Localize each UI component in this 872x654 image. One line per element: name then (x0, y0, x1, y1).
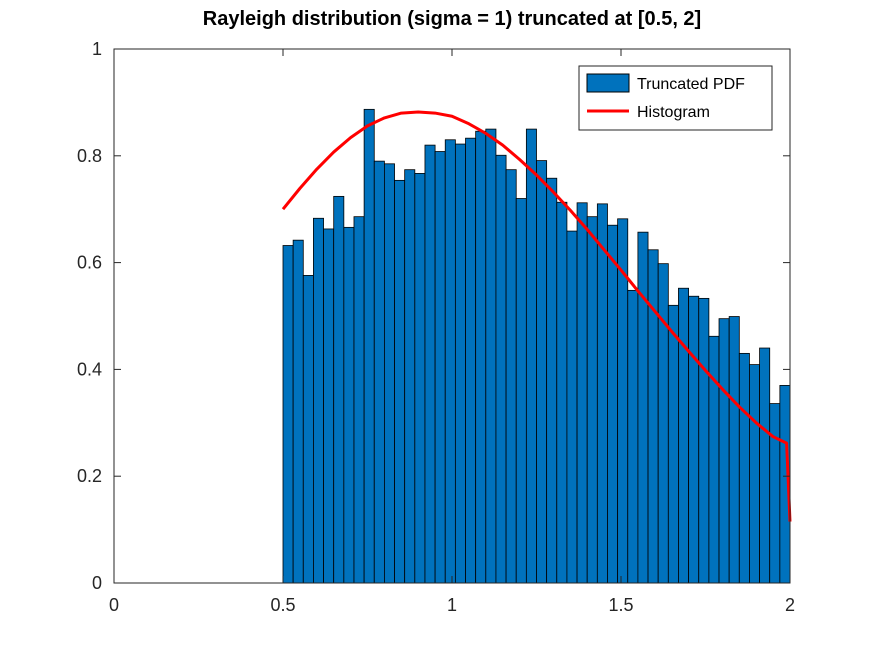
legend-label-histogram: Histogram (637, 104, 710, 121)
histogram-bar (718, 318, 730, 584)
histogram-bar (738, 352, 750, 584)
histogram-bar (282, 245, 294, 584)
histogram-bar (647, 249, 659, 584)
x-tick-label: 2 (785, 595, 795, 615)
y-axis: 0 0.2 0.4 0.6 0.8 1 (77, 39, 790, 593)
histogram-bar (708, 335, 720, 584)
histogram-bar (769, 403, 781, 584)
legend-swatch-histogram (586, 73, 630, 93)
histogram-bar (454, 143, 466, 584)
x-tick-label: 1.5 (608, 595, 633, 615)
legend-label-truncated-pdf: Truncated PDF (637, 76, 745, 93)
histogram-bar (637, 231, 649, 584)
x-tick-label: 0.5 (270, 595, 295, 615)
histogram-bar (566, 230, 578, 584)
x-tick-label: 0 (109, 595, 119, 615)
histogram-bar (444, 139, 456, 584)
x-tick-label: 1 (447, 595, 457, 615)
y-tick-label: 0.8 (77, 146, 102, 166)
histogram-bar (749, 364, 760, 584)
histogram-bar (302, 275, 314, 584)
histogram-bar (323, 228, 335, 584)
histogram-bar (394, 179, 406, 584)
histogram-bar (678, 287, 690, 584)
chart-title: Rayleigh distribution (sigma = 1) trunca… (203, 8, 701, 30)
histogram-bar (515, 198, 527, 584)
y-tick-label: 0 (92, 573, 102, 593)
histogram-bar (495, 154, 507, 584)
histogram-bar (434, 151, 446, 584)
histogram-bar (485, 128, 497, 584)
histogram-bar (383, 163, 395, 584)
histogram-bar (353, 216, 365, 584)
histogram-bar (728, 316, 740, 584)
histogram-bar (424, 144, 436, 584)
histogram-bar (657, 263, 669, 584)
y-tick-label: 0.4 (77, 359, 102, 379)
histogram-bar (698, 297, 710, 584)
histogram-bar (586, 216, 598, 584)
histogram-bar (292, 239, 304, 584)
pdf-curve (281, 110, 792, 522)
y-tick-label: 1 (92, 39, 102, 59)
histogram-bar (313, 217, 324, 584)
histogram-bar (373, 160, 385, 584)
histogram-bar (465, 137, 477, 584)
histogram-bar (363, 108, 375, 584)
x-axis: 0 0.5 1 1.5 2 (109, 49, 795, 615)
histogram-bar (667, 304, 679, 584)
histogram-bar (525, 128, 537, 584)
legend: Truncated PDF Histogram (578, 65, 773, 131)
histogram-bar (505, 169, 517, 584)
histogram-bar (627, 289, 639, 584)
histogram-bar (414, 173, 426, 584)
histogram-bar (343, 226, 355, 584)
histogram-bar (556, 201, 568, 584)
histogram-bar (576, 202, 588, 584)
histogram-bar (333, 195, 345, 584)
histogram-bar (607, 224, 619, 584)
histogram-bar (404, 169, 416, 584)
histogram-bar (759, 347, 771, 584)
histogram-bar (536, 160, 548, 584)
histogram-bar (688, 295, 700, 584)
histogram-bar (546, 177, 558, 584)
y-tick-label: 0.2 (77, 466, 102, 486)
histogram-bar (475, 130, 487, 584)
histogram-bar (596, 203, 608, 584)
y-tick-label: 0.6 (77, 253, 102, 273)
